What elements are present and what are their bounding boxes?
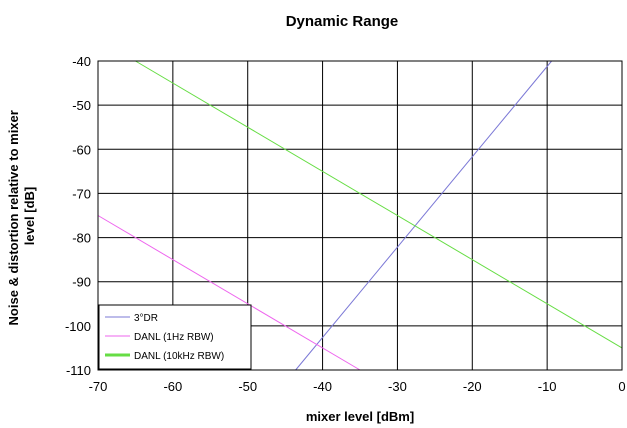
legend-box [98,304,252,370]
plot-area-border [97,60,623,371]
legend-label-3: DANL (10kHz RBW) [134,351,224,362]
x-tick-label: 0 [618,379,625,394]
x-tick-labels: -70 -60 -50 -40 -30 -20 -10 0 [89,379,626,394]
y-tick-label: -110 [66,363,91,378]
series-line-3 [135,60,623,349]
y-axis-label: Noise & distortion relative to mixer lev… [6,107,37,326]
series-layer [97,60,623,371]
y-axis-label-line-2: level [dB] [22,187,37,246]
y-tick-label: -60 [72,142,91,157]
y-tick-label: -100 [65,319,91,334]
series-line-2 [97,215,361,371]
y-tick-label: -70 [72,186,91,201]
x-tick-label: -10 [538,379,557,394]
grid-lines [97,60,623,371]
y-tick-label: -40 [72,54,91,69]
legend-label-2: DANL (1Hz RBW) [134,332,214,343]
x-tick-label: -30 [388,379,407,394]
x-tick-label: -60 [163,379,182,394]
y-tick-label: -50 [72,98,91,113]
x-tick-label: -20 [463,379,482,394]
y-tick-label: -90 [72,275,91,290]
legend: 3°DR DANL (1Hz RBW) DANL (10kHz RBW) [98,304,252,370]
series-line-1 [295,60,553,371]
y-tick-label: -80 [72,231,91,246]
y-axis-label-line-1: Noise & distortion relative to mixer [6,110,21,325]
y-tick-labels: -40 -50 -60 -70 -80 -90 -100 -110 [65,54,91,378]
legend-label-1: 3°DR [134,313,158,324]
x-tick-label: -70 [89,379,108,394]
x-tick-label: -40 [313,379,332,394]
x-axis-label: mixer level [dBm] [306,409,414,424]
chart-title: Dynamic Range [286,13,399,30]
x-tick-label: -50 [238,379,257,394]
